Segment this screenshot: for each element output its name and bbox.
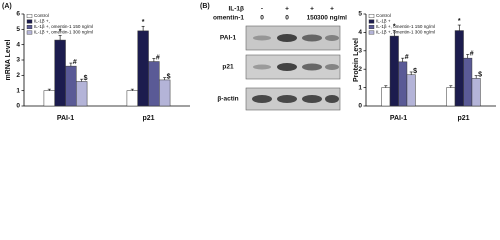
legend-label: Control [376, 13, 391, 18]
bar [454, 30, 464, 107]
y-tick-label: 0 [16, 103, 20, 110]
y-tick-label: 1 [16, 87, 20, 94]
legend-label: IL-1β + [376, 19, 391, 24]
treatment-level: + [285, 6, 289, 13]
y-tick-label: 4 [16, 41, 20, 48]
x-tick-label: PAI-1 [57, 115, 74, 122]
significance-mark: # [470, 50, 474, 57]
treatment-level: + [330, 6, 334, 13]
legend-swatch [26, 30, 33, 35]
y-tick-label: 3 [16, 57, 20, 64]
legend-label: IL-1β +, [34, 19, 50, 24]
significance-mark: * [458, 18, 461, 25]
bar [471, 78, 481, 107]
bar [398, 61, 408, 107]
figure: (B) IL-1β - + + +omentin-1 0 0 150 300 ng/mlPAI-… [2, 3, 496, 122]
legend-swatch [26, 19, 33, 24]
treatment-level: 0 [285, 15, 289, 22]
significance-mark: # [405, 54, 409, 61]
treatment-level: + [310, 6, 314, 13]
significance-mark: * [142, 19, 145, 26]
legend-swatch [368, 13, 375, 18]
legend-swatch [26, 13, 33, 18]
legend-label: IL-1β +, omentin-1 150 ng/ml [376, 24, 435, 29]
x-tick-label: p21 [457, 115, 469, 122]
blot-row-label: PAI-1 [220, 35, 237, 42]
bar [76, 81, 88, 107]
bar [381, 87, 391, 107]
blot-row-label: p21 [222, 64, 234, 71]
y-tick-label: 2 [16, 72, 20, 79]
significance-mark: $ [478, 71, 482, 78]
y-tick-label: 0 [358, 103, 362, 110]
significance-mark: * [393, 23, 396, 30]
significance-mark: # [73, 59, 77, 66]
treatment-level: 0 [260, 15, 264, 22]
y-axis-label: Protein Level [353, 38, 360, 82]
legend-swatch [368, 25, 375, 30]
y-tick-label: 5 [358, 11, 362, 18]
bar [54, 39, 66, 107]
bar [463, 57, 473, 107]
legend-swatch [368, 30, 375, 35]
bar [446, 87, 456, 107]
significance-mark: $ [167, 73, 171, 80]
legend-swatch [26, 25, 33, 30]
legend-swatch [368, 19, 375, 24]
significance-mark: $ [84, 75, 88, 82]
panel-label: (B) [200, 3, 210, 10]
y-tick-label: 5 [16, 26, 20, 33]
treatment-level: - [261, 6, 263, 13]
y-tick-label: 4 [358, 29, 362, 36]
x-tick-label: p21 [142, 115, 154, 122]
treatment-level: 300 ng/ml [317, 15, 347, 22]
bar [65, 65, 77, 107]
x-tick-label: PAI-1 [390, 115, 407, 122]
y-tick-label: 1 [358, 84, 362, 91]
significance-mark: * [59, 28, 62, 35]
treatment-label: omentin-1 [213, 15, 244, 22]
blot-row-label: β-actin [217, 96, 238, 103]
blot-bands [252, 34, 339, 103]
y-axis-label: mRNA Level [5, 39, 12, 80]
bar [159, 79, 171, 107]
y-tick-label: 3 [358, 48, 362, 55]
significance-mark: $ [413, 68, 417, 75]
panel-label: (A) [2, 3, 12, 10]
y-tick-label: 6 [16, 11, 20, 18]
bar [126, 90, 138, 107]
legend-label: IL-1β +, omentin-1 300 ng/ml [34, 30, 93, 35]
bar [148, 61, 160, 107]
bar [43, 90, 55, 107]
significance-mark: # [156, 54, 160, 61]
legend-label: Control [34, 13, 49, 18]
bar [137, 30, 149, 107]
y-tick-label: 2 [358, 66, 362, 73]
legend-label: IL-1β +, omentin-1 150 ng/ml [34, 24, 93, 29]
legend-label: IL-1β +, omentin-1 300 ng/ml [376, 30, 435, 35]
bar [389, 35, 399, 107]
treatment-level: 150 [307, 15, 318, 22]
bar [406, 74, 416, 107]
treatment-label: IL-1β [228, 6, 244, 13]
